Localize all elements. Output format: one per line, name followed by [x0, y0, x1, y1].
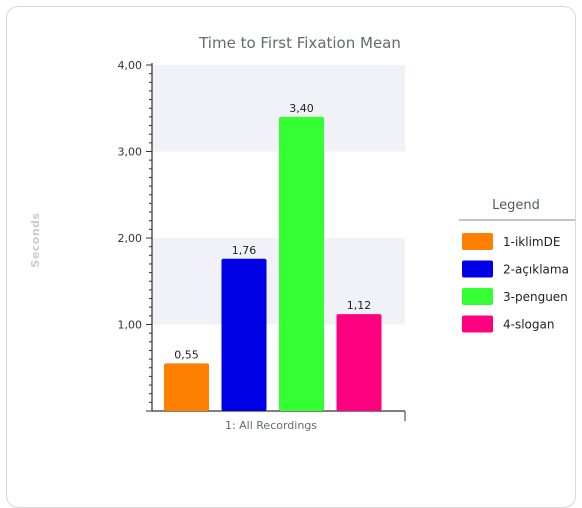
bar-1 [164, 363, 209, 411]
legend-swatch-3 [462, 288, 493, 305]
legend-label-2: 2-açıklama [503, 263, 569, 277]
grid-band [152, 238, 405, 325]
y-tick-label: 3,00 [118, 146, 143, 159]
y-tick-label: 2,00 [118, 232, 143, 245]
y-tick-label: 4,00 [118, 59, 143, 72]
y-axis-label: Seconds [29, 212, 42, 267]
legend-swatch-4 [462, 315, 493, 333]
data-label-4: 1,12 [347, 299, 372, 312]
legend: Legend 1-iklimDE 2-açıklama 3-penguen 4-slo… [459, 198, 575, 333]
bar-4 [336, 314, 382, 411]
bar-2 [221, 258, 267, 411]
legend-title: Legend [492, 198, 540, 213]
legend-swatch-1 [462, 233, 493, 250]
legend-swatch-2 [462, 260, 493, 278]
x-axis-label: 1: All Recordings [225, 419, 317, 432]
data-label-1: 0,55 [174, 348, 199, 361]
chart: Time to First Fixation Mean Seconds 1,00… [29, 34, 575, 432]
chart-title: Time to First Fixation Mean [198, 34, 401, 52]
bar-3 [279, 116, 324, 412]
legend-label-3: 3-penguen [503, 290, 568, 304]
legend-label-4: 4-slogan [503, 318, 554, 332]
y-tick-label: 1,00 [118, 319, 143, 332]
chart-panel: Time to First Fixation Mean Seconds 1,00… [6, 6, 576, 508]
legend-label-1: 1-iklimDE [503, 235, 560, 249]
grid-band [152, 65, 405, 152]
data-label-3: 3,40 [289, 102, 314, 115]
data-label-2: 1,76 [232, 244, 257, 257]
